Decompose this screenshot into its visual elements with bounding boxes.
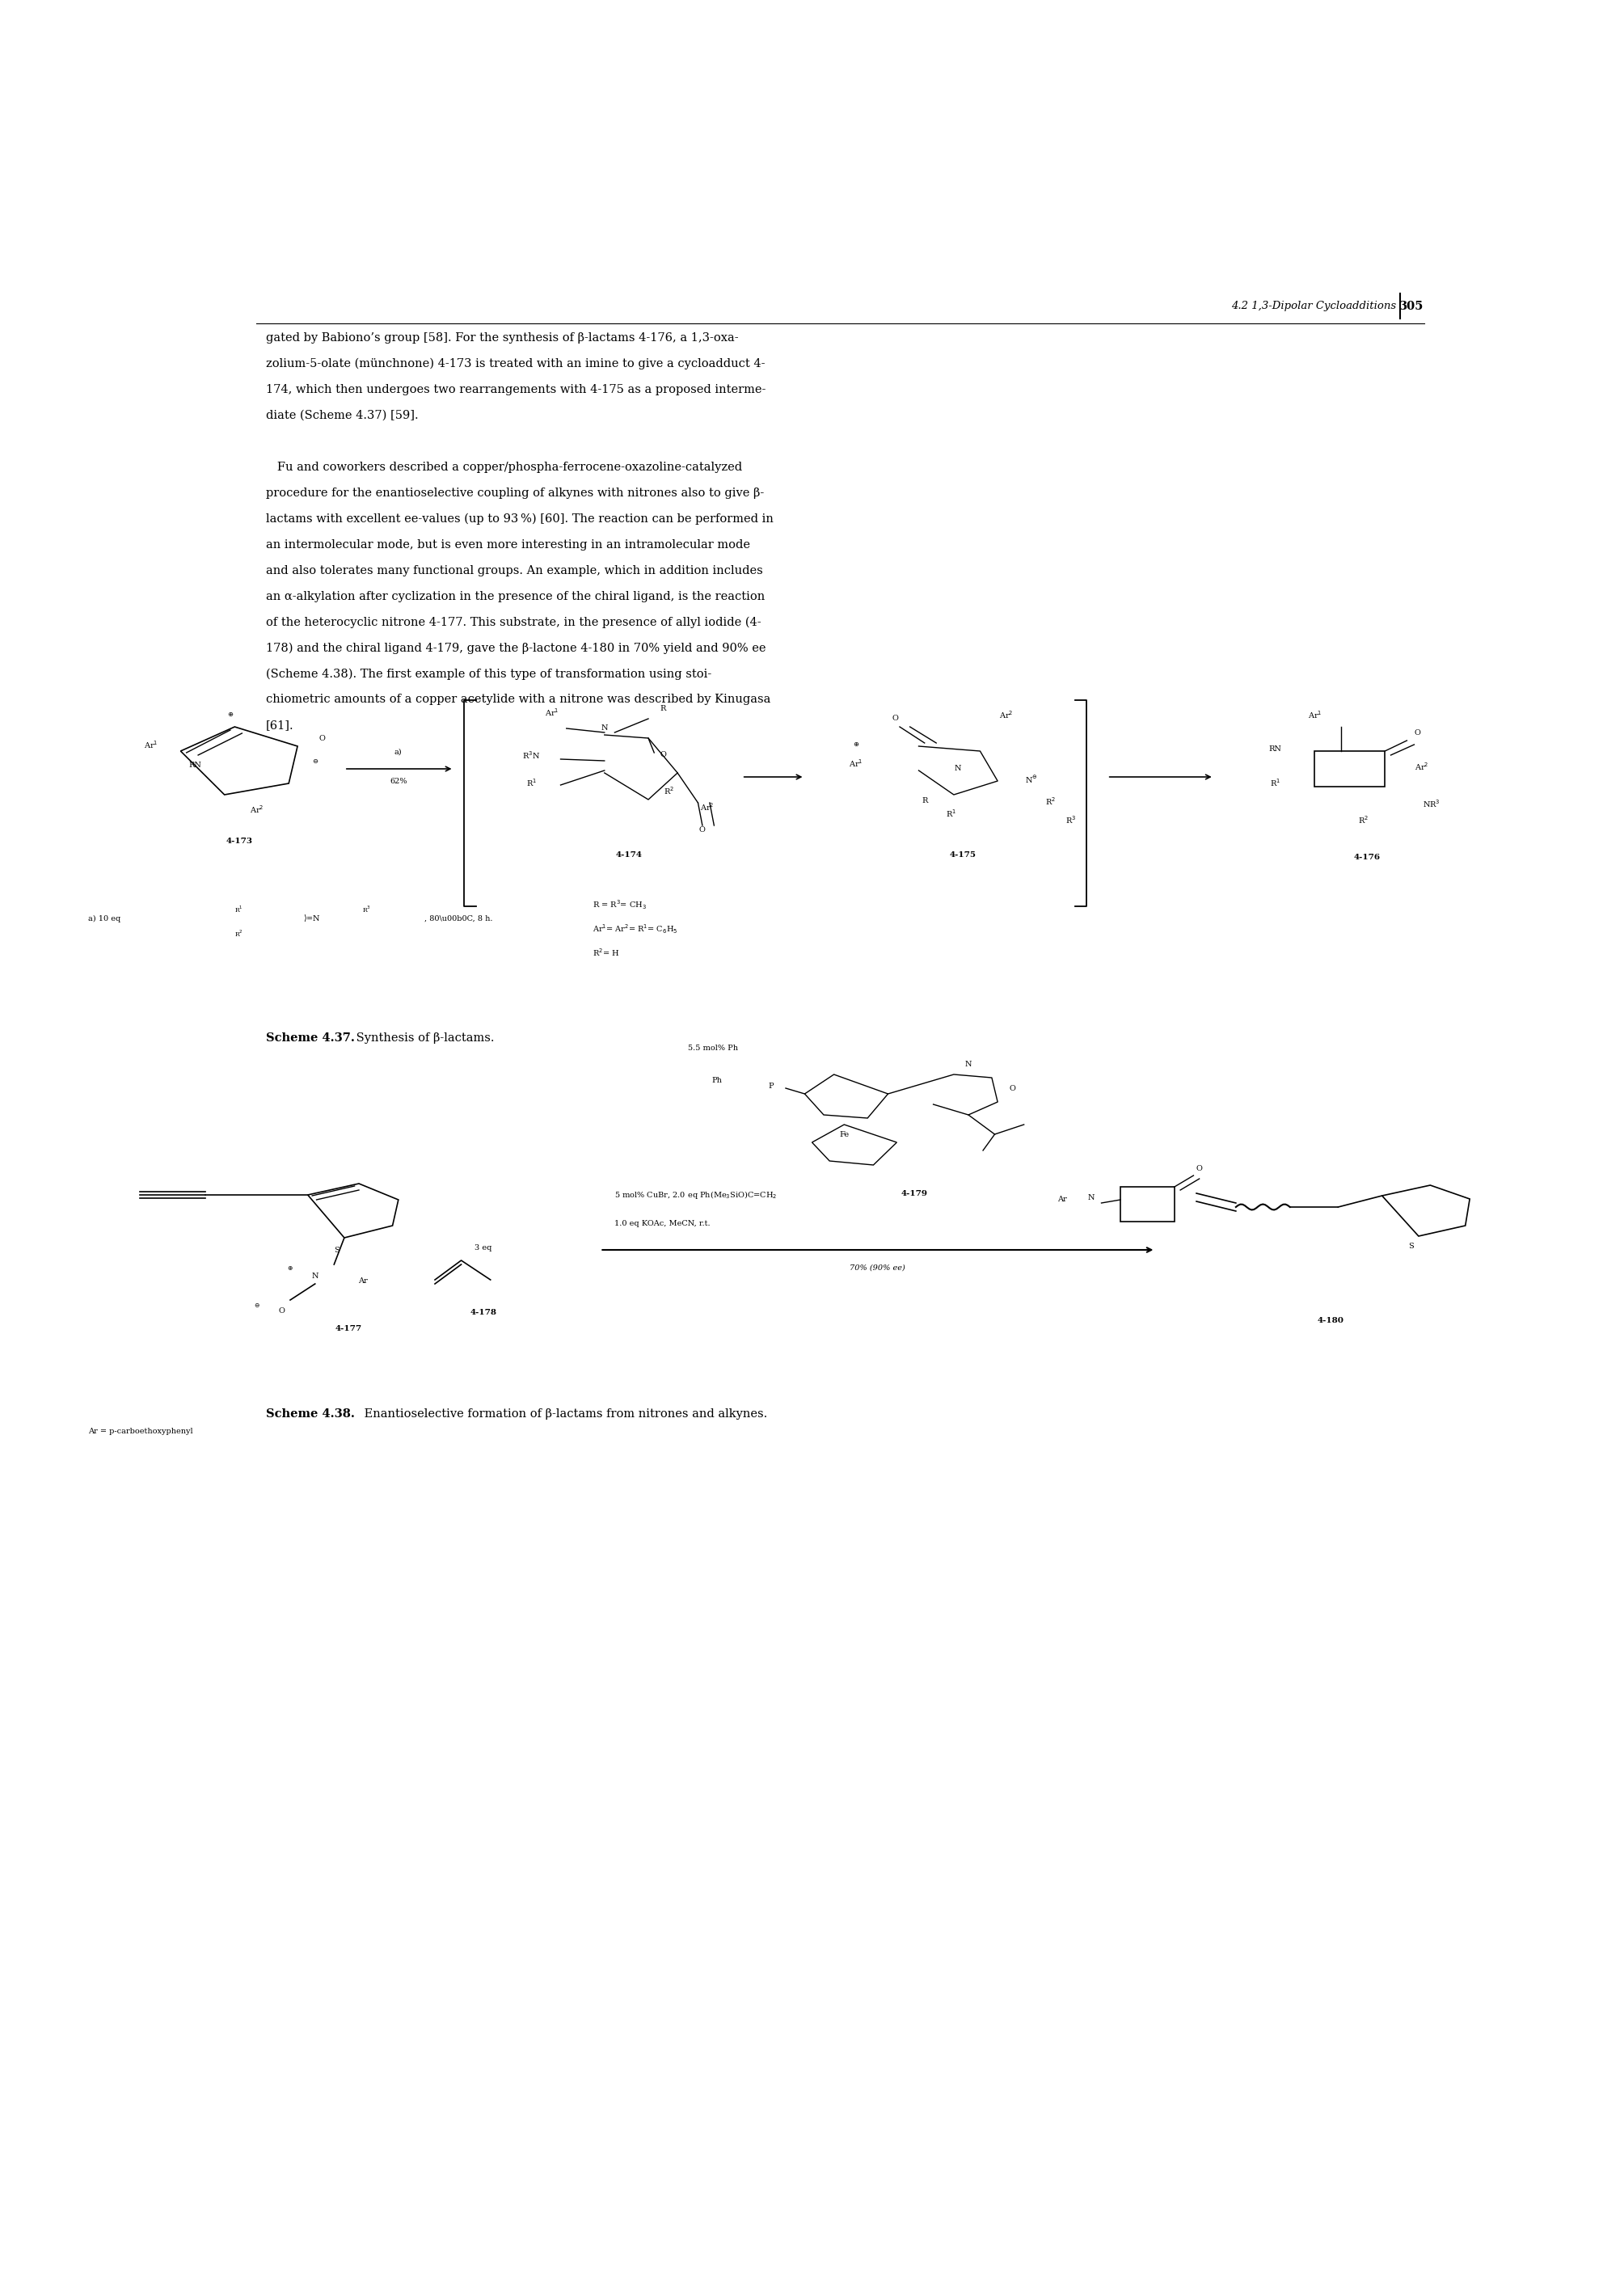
- Text: Scheme 4.37.: Scheme 4.37.: [266, 1031, 354, 1043]
- Text: Ar = p-carboethoxyphenyl: Ar = p-carboethoxyphenyl: [88, 1428, 193, 1435]
- Text: Ar$^2$: Ar$^2$: [700, 802, 715, 811]
- Text: 5 mol% CuBr, 2.0 eq Ph(Me$_3$SiO)C=CH$_2$: 5 mol% CuBr, 2.0 eq Ph(Me$_3$SiO)C=CH$_2…: [615, 1190, 778, 1201]
- Text: Synthesis of β-lactams.: Synthesis of β-lactams.: [352, 1031, 494, 1043]
- Text: 5.5 mol% Ph: 5.5 mol% Ph: [689, 1045, 737, 1052]
- Text: Ar$^1$= Ar$^2$= R$^1$= C$_6$H$_5$: Ar$^1$= Ar$^2$= R$^1$= C$_6$H$_5$: [593, 924, 677, 935]
- Text: 1.0 eq KOAc, MeCN, r.t.: 1.0 eq KOAc, MeCN, r.t.: [615, 1219, 711, 1226]
- Text: N: N: [965, 1061, 971, 1068]
- Text: of the heterocyclic nitrone 4-177. This substrate, in the presence of allyl iodi: of the heterocyclic nitrone 4-177. This …: [266, 617, 762, 628]
- Text: O: O: [278, 1306, 284, 1313]
- Text: O: O: [1009, 1084, 1015, 1093]
- Text: 3 eq: 3 eq: [474, 1245, 492, 1251]
- Text: R$^1$: R$^1$: [526, 777, 536, 788]
- Text: $\oplus$: $\oplus$: [853, 740, 859, 747]
- Text: Ph: Ph: [711, 1077, 723, 1084]
- Text: R$^3$: R$^3$: [362, 905, 370, 915]
- Text: $\ominus$: $\ominus$: [253, 1302, 260, 1309]
- Text: N: N: [312, 1272, 318, 1279]
- Text: R$^1$: R$^1$: [1270, 777, 1281, 788]
- Text: 4-174: 4-174: [615, 850, 643, 860]
- Text: R$^3$N: R$^3$N: [523, 749, 541, 761]
- Text: N: N: [601, 724, 607, 731]
- Text: 4-178: 4-178: [469, 1309, 497, 1316]
- Text: 4-175: 4-175: [948, 850, 976, 860]
- Text: $\oplus$: $\oplus$: [287, 1263, 294, 1272]
- Text: N: N: [955, 766, 961, 772]
- Text: Fe: Fe: [840, 1130, 849, 1137]
- Text: O: O: [1415, 729, 1421, 736]
- Text: R: R: [921, 798, 927, 804]
- Text: O: O: [892, 715, 898, 722]
- Text: S: S: [1408, 1242, 1415, 1249]
- Text: Fu and coworkers described a copper/phospha-ferrocene-oxazoline-catalyzed: Fu and coworkers described a copper/phos…: [266, 461, 742, 472]
- Text: , 80\u00b0C, 8 h.: , 80\u00b0C, 8 h.: [425, 915, 494, 921]
- Text: O: O: [1197, 1164, 1202, 1171]
- Text: S: S: [335, 1247, 339, 1254]
- Text: RN: RN: [1268, 745, 1281, 752]
- Text: R$^2$: R$^2$: [1358, 814, 1369, 825]
- Text: Ar: Ar: [359, 1277, 369, 1284]
- Text: an intermolecular mode, but is even more interesting in an intramolecular mode: an intermolecular mode, but is even more…: [266, 539, 750, 550]
- Text: O: O: [320, 733, 325, 743]
- Text: R$^2$: R$^2$: [664, 786, 674, 795]
- Text: zolium-5-olate (münchnone) 4-173 is treated with an imine to give a cycloadduct : zolium-5-olate (münchnone) 4-173 is trea…: [266, 358, 765, 369]
- Text: diate (Scheme 4.37) [59].: diate (Scheme 4.37) [59].: [266, 410, 417, 422]
- Text: Ar$^1$: Ar$^1$: [849, 759, 862, 768]
- Text: Ar$^1$: Ar$^1$: [145, 738, 159, 749]
- Text: R: R: [659, 706, 666, 713]
- Text: 4-179: 4-179: [901, 1190, 927, 1196]
- Text: O: O: [659, 752, 666, 759]
- Text: 4-177: 4-177: [335, 1325, 362, 1332]
- Text: R$^1$: R$^1$: [235, 905, 244, 915]
- Text: O: O: [700, 825, 705, 834]
- Text: 174, which then undergoes two rearrangements with 4-175 as a proposed interme-: 174, which then undergoes two rearrangem…: [266, 385, 765, 394]
- Text: lactams with excellent ee-values (up to 93 %) [60]. The reaction can be performe: lactams with excellent ee-values (up to …: [266, 513, 773, 525]
- Text: 305: 305: [1400, 300, 1424, 312]
- Text: P: P: [768, 1082, 773, 1089]
- Text: Enantioselective formation of β-lactams from nitrones and alkynes.: Enantioselective formation of β-lactams …: [361, 1410, 768, 1421]
- Text: Ar: Ar: [1057, 1196, 1067, 1203]
- Text: N: N: [1088, 1194, 1095, 1201]
- Text: 178) and the chiral ligand 4-179, gave the β-lactone 4-180 in 70% yield and 90% : 178) and the chiral ligand 4-179, gave t…: [266, 642, 765, 653]
- Text: and also tolerates many functional groups. An example, which in addition include: and also tolerates many functional group…: [266, 564, 763, 575]
- Text: $\oplus$: $\oplus$: [227, 711, 234, 717]
- Text: R$^2$= H: R$^2$= H: [593, 947, 620, 958]
- Text: 70% (90% ee): 70% (90% ee): [849, 1265, 906, 1272]
- Text: (Scheme 4.38). The first example of this type of transformation using stoi-: (Scheme 4.38). The first example of this…: [266, 669, 711, 681]
- Text: R$^1$: R$^1$: [945, 807, 957, 818]
- Text: Ar$^2$: Ar$^2$: [250, 804, 263, 816]
- Text: 4.2 1,3-Dipolar Cycloadditions: 4.2 1,3-Dipolar Cycloadditions: [1231, 300, 1395, 312]
- Text: chiometric amounts of a copper acetylide with a nitrone was described by Kinugas: chiometric amounts of a copper acetylide…: [266, 694, 770, 706]
- Text: Ar$^1$: Ar$^1$: [544, 706, 559, 717]
- Text: N$^{\ominus}$: N$^{\ominus}$: [1025, 775, 1038, 786]
- Text: procedure for the enantioselective coupling of alkynes with nitrones also to giv: procedure for the enantioselective coupl…: [266, 488, 763, 500]
- Text: R$^3$: R$^3$: [1065, 814, 1077, 825]
- Text: Scheme 4.38.: Scheme 4.38.: [266, 1410, 354, 1421]
- Text: [61].: [61].: [266, 720, 294, 731]
- Text: 62%: 62%: [390, 777, 408, 786]
- Text: RN: RN: [188, 761, 201, 768]
- Text: a): a): [395, 749, 403, 756]
- Text: Ar$^1$: Ar$^1$: [1307, 708, 1322, 720]
- Text: 4-180: 4-180: [1317, 1318, 1345, 1325]
- Text: NR$^3$: NR$^3$: [1423, 798, 1440, 809]
- Text: R$^2$: R$^2$: [235, 928, 244, 940]
- Text: R$^2$: R$^2$: [1044, 795, 1056, 807]
- Text: a) 10 eq: a) 10 eq: [88, 915, 122, 921]
- Text: $\rangle$=N: $\rangle$=N: [304, 912, 322, 924]
- Text: $\ominus$: $\ominus$: [312, 756, 318, 766]
- Text: an α-alkylation after cyclization in the presence of the chiral ligand, is the r: an α-alkylation after cyclization in the…: [266, 591, 765, 603]
- Text: 4-176: 4-176: [1354, 853, 1380, 862]
- Text: gated by Babiono’s group [58]. For the synthesis of β-lactams 4-176, a 1,3-oxa-: gated by Babiono’s group [58]. For the s…: [266, 332, 739, 344]
- Text: Ar$^2$: Ar$^2$: [999, 708, 1013, 720]
- Text: Ar$^2$: Ar$^2$: [1415, 761, 1429, 772]
- Text: 4-173: 4-173: [226, 837, 252, 846]
- Text: R = R$^3$= CH$_3$: R = R$^3$= CH$_3$: [593, 898, 646, 910]
